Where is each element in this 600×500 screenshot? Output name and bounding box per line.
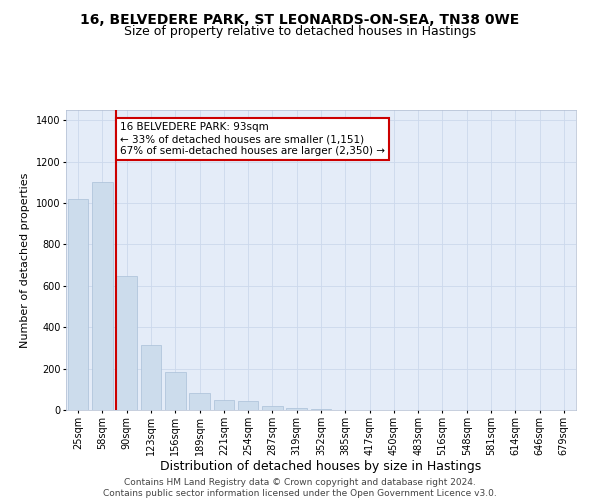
Text: Size of property relative to detached houses in Hastings: Size of property relative to detached ho… — [124, 25, 476, 38]
Bar — [189, 394, 210, 410]
Bar — [262, 406, 283, 410]
Text: 16, BELVEDERE PARK, ST LEONARDS-ON-SEA, TN38 0WE: 16, BELVEDERE PARK, ST LEONARDS-ON-SEA, … — [80, 12, 520, 26]
Text: 16 BELVEDERE PARK: 93sqm
← 33% of detached houses are smaller (1,151)
67% of sem: 16 BELVEDERE PARK: 93sqm ← 33% of detach… — [120, 122, 385, 156]
Bar — [238, 400, 259, 410]
Bar — [311, 409, 331, 410]
Bar — [214, 400, 234, 410]
Bar — [92, 182, 113, 410]
X-axis label: Distribution of detached houses by size in Hastings: Distribution of detached houses by size … — [160, 460, 482, 473]
Bar — [165, 372, 185, 410]
Bar — [140, 345, 161, 410]
Bar — [286, 408, 307, 410]
Text: Contains HM Land Registry data © Crown copyright and database right 2024.
Contai: Contains HM Land Registry data © Crown c… — [103, 478, 497, 498]
Bar — [116, 276, 137, 410]
Y-axis label: Number of detached properties: Number of detached properties — [20, 172, 30, 348]
Bar — [68, 199, 88, 410]
